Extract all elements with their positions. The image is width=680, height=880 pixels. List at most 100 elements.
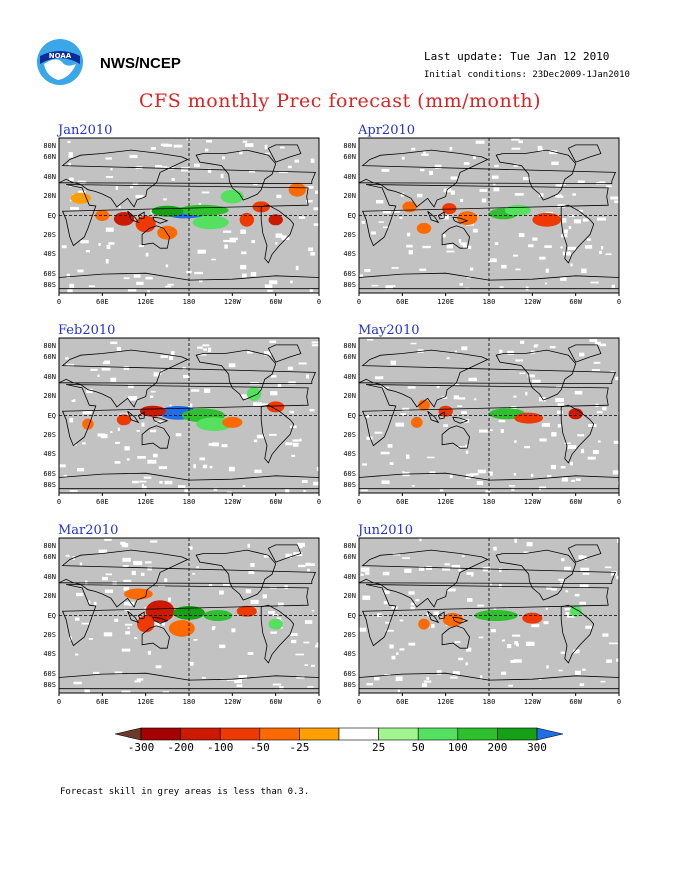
skill-speckle: [59, 464, 66, 468]
skill-speckle: [551, 161, 559, 165]
colorbar-label: -25: [289, 741, 310, 754]
panel-title: Jun2010: [358, 523, 414, 538]
skill-speckle: [551, 588, 557, 591]
precip-anomaly: [168, 620, 195, 637]
skill-speckle: [161, 622, 165, 626]
skill-speckle: [150, 147, 156, 150]
lon-tick-label: 60W: [269, 498, 282, 506]
coastline: [452, 216, 469, 224]
lat-tick-label: 40S: [43, 650, 56, 659]
skill-speckle: [189, 661, 194, 666]
skill-speckle: [516, 643, 519, 647]
skill-speckle: [219, 590, 224, 595]
lon-tick-label: 0: [56, 498, 62, 506]
skill-speckle: [476, 481, 484, 485]
skill-speckle: [453, 382, 460, 386]
lon-tick-label: 120E: [437, 698, 455, 706]
precip-anomaly: [222, 416, 243, 428]
skill-speckle: [68, 155, 74, 158]
skill-speckle: [297, 542, 305, 547]
skill-speckle: [208, 584, 213, 587]
skill-speckle: [399, 619, 404, 622]
skill-speckle: [130, 185, 134, 189]
skill-speckle: [250, 272, 257, 277]
skill-speckle: [219, 644, 226, 649]
skill-speckle: [557, 424, 562, 428]
skill-speckle: [422, 245, 431, 249]
skill-speckle: [573, 219, 581, 224]
skill-speckle: [279, 171, 288, 173]
lon-tick-label: 60E: [396, 698, 409, 706]
lon-tick-label: 120E: [137, 698, 155, 706]
skill-speckle: [199, 279, 203, 283]
skill-speckle: [493, 182, 496, 186]
skill-speckle: [489, 471, 493, 476]
skill-speckle: [76, 592, 84, 597]
skill-speckle: [132, 182, 139, 186]
skill-speckle: [153, 621, 160, 627]
skill-speckle: [247, 652, 254, 655]
skill-speckle: [589, 339, 598, 342]
colorbar-min-arrow: [115, 727, 142, 741]
skill-speckle: [290, 280, 293, 284]
skill-speckle: [465, 662, 468, 666]
precip-anomaly: [236, 605, 257, 617]
skill-speckle: [561, 558, 565, 562]
skill-speckle: [124, 601, 132, 606]
precip-anomaly: [522, 612, 543, 624]
lat-tick-label: 20S: [343, 230, 356, 239]
skill-speckle: [390, 360, 396, 365]
skill-speckle: [489, 429, 493, 431]
skill-speckle: [443, 188, 452, 193]
skill-speckle: [144, 561, 152, 564]
skill-speckle: [295, 653, 304, 656]
lat-tick-label: 80N: [43, 342, 56, 350]
skill-speckle: [421, 153, 429, 156]
skill-speckle: [160, 143, 169, 146]
coastline: [127, 210, 140, 224]
skill-speckle: [423, 680, 432, 683]
skill-speckle: [164, 480, 173, 485]
skill-speckle: [613, 440, 621, 444]
lon-tick-label: 180: [482, 498, 496, 506]
skill-speckle: [472, 228, 478, 233]
skill-speckle: [479, 675, 483, 680]
skill-speckle: [306, 200, 313, 203]
skill-speckle: [525, 391, 528, 396]
skill-speckle: [97, 433, 105, 437]
coastline: [267, 344, 302, 363]
skill-speckle: [399, 648, 405, 651]
skill-speckle: [121, 690, 131, 694]
precip-anomaly: [288, 182, 306, 197]
skill-speckle: [582, 573, 590, 575]
skill-speckle: [240, 229, 246, 234]
skill-speckle: [606, 185, 612, 188]
skill-speckle: [411, 147, 416, 151]
colorbar-swatch: [219, 727, 261, 741]
skill-speckle: [117, 692, 123, 697]
skill-speckle: [481, 198, 487, 203]
page-title: CFS monthly Prec forecast (mm/month): [139, 90, 541, 112]
skill-speckle: [545, 607, 548, 610]
skill-speckle: [288, 381, 296, 385]
skill-speckle: [208, 443, 214, 446]
skill-speckle: [136, 678, 144, 681]
skill-speckle: [145, 252, 149, 257]
skill-speckle: [306, 374, 309, 379]
skill-speckle: [457, 397, 466, 400]
skill-speckle: [139, 480, 147, 483]
skill-speckle: [558, 669, 563, 672]
skill-speckle: [242, 273, 247, 278]
skill-speckle: [311, 341, 320, 344]
skill-speckle: [105, 227, 114, 232]
lat-tick-label: 60S: [343, 269, 356, 278]
skill-speckle: [570, 461, 573, 466]
skill-speckle: [101, 367, 111, 371]
precip-anomaly: [267, 401, 285, 413]
skill-speckle: [618, 412, 624, 415]
skill-speckle: [407, 386, 416, 389]
skill-speckle: [564, 566, 571, 571]
skill-speckle: [280, 146, 285, 149]
panel-title: Apr2010: [358, 123, 416, 138]
skill-speckle: [450, 190, 455, 195]
